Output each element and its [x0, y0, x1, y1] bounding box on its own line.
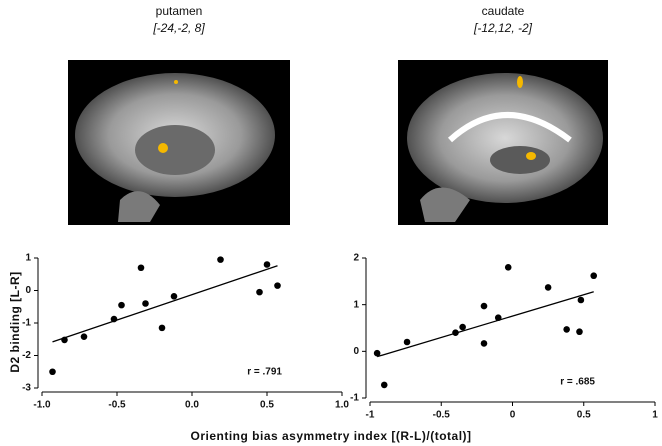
x-tick-label: -0.5 — [433, 410, 451, 421]
panel-coords: [-24,-2, 8] — [152, 21, 205, 35]
y-tick-label: 0 — [353, 346, 359, 357]
figure: putamen [-24,-2, 8] caudate [-12,12, -2]… — [0, 0, 662, 446]
point — [481, 303, 488, 310]
y-axis-label: D2 binding [L-R] — [8, 271, 22, 372]
x-tick-label: -0.5 — [108, 400, 126, 411]
panel-title: putamen — [156, 4, 203, 18]
point — [459, 324, 466, 331]
panel-coords: [-12,12, -2] — [473, 21, 533, 35]
point — [481, 340, 488, 347]
point — [381, 382, 388, 389]
x-tick-label: 0.5 — [260, 400, 274, 411]
point — [590, 272, 597, 279]
x-tick-label: 0 — [510, 410, 516, 421]
point — [374, 350, 381, 357]
point — [138, 264, 145, 271]
trend-line — [377, 292, 594, 357]
x-tick-label: 0.0 — [185, 400, 199, 411]
y-tick-label: -1 — [22, 318, 31, 329]
x-tick-label: 1 — [652, 410, 658, 421]
point — [256, 289, 263, 296]
point — [217, 256, 224, 263]
annotation: r = .791 — [247, 367, 282, 378]
point — [495, 314, 502, 321]
point — [118, 302, 125, 309]
point — [452, 329, 459, 336]
point — [111, 316, 118, 323]
x-tick-label: -1.0 — [33, 400, 51, 411]
point — [142, 300, 149, 307]
point — [49, 368, 56, 375]
x-tick-label: -1 — [366, 410, 375, 421]
y-tick-label: -1 — [350, 393, 359, 404]
x-tick-label: 0.5 — [577, 410, 591, 421]
point — [81, 333, 88, 340]
point — [171, 293, 178, 300]
point — [505, 264, 512, 271]
y-tick-label: -2 — [22, 350, 31, 361]
brain-image — [398, 60, 608, 225]
y-tick-label: -3 — [22, 383, 31, 394]
y-tick-label: 1 — [25, 253, 31, 264]
y-tick-label: 1 — [353, 299, 359, 310]
point — [159, 325, 166, 332]
point — [545, 284, 552, 291]
point — [576, 328, 583, 335]
annotation: r = .685 — [560, 377, 595, 388]
trend-line — [53, 266, 278, 342]
point — [563, 326, 570, 333]
point — [404, 339, 411, 346]
point — [61, 337, 68, 344]
brain-image — [68, 60, 290, 225]
y-tick-label: 0 — [25, 285, 31, 296]
x-tick-label: 1.0 — [335, 400, 349, 411]
point — [274, 282, 281, 289]
panel-title: caudate — [482, 4, 525, 18]
point — [264, 261, 271, 268]
point — [578, 297, 585, 304]
y-tick-label: 2 — [353, 253, 359, 264]
x-axis-label: Orienting bias asymmetry index [(R-L)/(t… — [190, 429, 471, 443]
